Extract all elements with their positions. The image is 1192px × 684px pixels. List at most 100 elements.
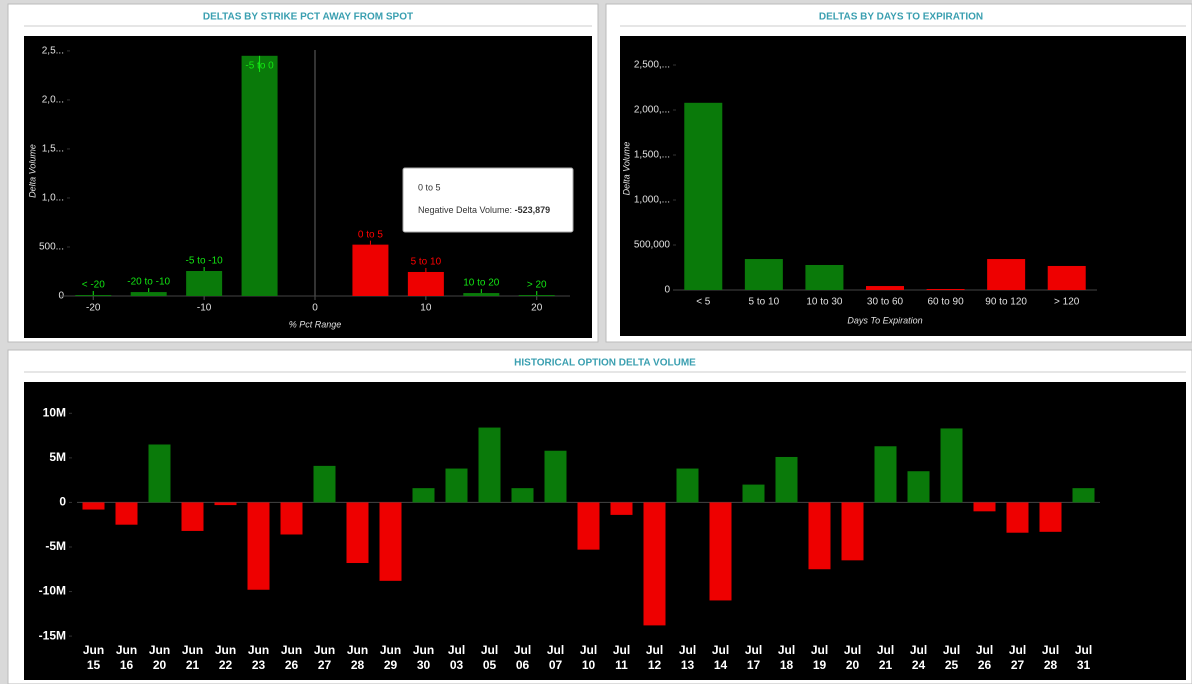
x-tick-label-line: 17 — [747, 658, 761, 672]
x-tick-label-line: 31 — [1077, 658, 1091, 672]
x-tick-label-line: 26 — [285, 658, 299, 672]
x-tick-label: Jun 20 — [149, 643, 170, 672]
data-label: < -20 — [82, 280, 106, 291]
x-tick-label: > 120 — [1054, 297, 1080, 308]
x-tick-label-line: 16 — [120, 658, 134, 672]
bar — [518, 295, 555, 296]
chart-title: HISTORICAL OPTION DELTA VOLUME — [514, 358, 696, 369]
x-tick-label-line: 03 — [450, 658, 464, 672]
x-tick-label-line: Jun — [248, 643, 269, 657]
bar — [412, 488, 435, 503]
charts: 0 500... 1,0... 1,5... 2,0... 2,5... -20 -10 0 10… — [27, 46, 1100, 672]
x-tick-label: Jul 31 — [1075, 643, 1092, 672]
x-axis-label: Days To Expiration — [847, 315, 922, 325]
y-tick-label: 10M — [43, 405, 66, 419]
x-tick-label-line: Jul — [943, 643, 960, 657]
x-tick-label-line: Jun — [116, 643, 137, 657]
x-tick-label-line: Jul — [448, 643, 465, 657]
y-tick-label: 2,500,... — [634, 60, 670, 71]
y-tick-label: -15M — [39, 628, 66, 642]
x-tick-label: Jul 11 — [613, 643, 630, 672]
bar — [808, 502, 831, 570]
x-tick-label-line: 26 — [978, 658, 992, 672]
bar — [676, 468, 699, 503]
x-tick-label: 30 to 60 — [867, 297, 904, 308]
y-tick-label: 500... — [39, 242, 64, 253]
data-label: -5 to -10 — [186, 256, 224, 267]
bar — [1039, 502, 1062, 532]
y-tick-label: -5M — [45, 539, 66, 553]
bar — [1047, 265, 1086, 290]
chart-title: DELTAS BY STRIKE PCT AWAY FROM SPOT — [203, 12, 413, 23]
x-tick-label-line: 07 — [549, 658, 563, 672]
y-axis-label: Delta Volume — [621, 142, 631, 196]
y-tick-label: 0 — [664, 285, 670, 296]
bar — [130, 292, 167, 296]
x-tick-label: Jul 12 — [646, 643, 663, 672]
x-tick-label-line: 14 — [714, 658, 728, 672]
x-tick-label-line: Jun — [347, 643, 368, 657]
y-tick-label: -10M — [39, 584, 66, 598]
x-tick-label: Jun 27 — [314, 643, 335, 672]
bar — [643, 502, 666, 626]
data-label: > 20 — [527, 280, 547, 291]
x-tick-label: Jul 18 — [778, 643, 795, 672]
y-tick-label: 1,000,... — [634, 195, 670, 206]
x-tick-label: -10 — [197, 303, 212, 314]
x-tick-label-line: Jul — [646, 643, 663, 657]
x-tick-label-line: 19 — [813, 658, 827, 672]
bar — [775, 456, 798, 503]
x-tick-label: Jul 13 — [679, 643, 696, 672]
bar — [742, 484, 765, 503]
bar — [186, 271, 223, 296]
bar — [463, 293, 500, 296]
x-tick-label: Jul 07 — [547, 643, 564, 672]
x-tick-label: Jul 24 — [910, 643, 927, 672]
x-tick-label-line: Jul — [910, 643, 927, 657]
x-tick-label: Jun 26 — [281, 643, 302, 672]
bar — [907, 471, 930, 503]
x-tick-label: 20 — [531, 303, 543, 314]
x-tick-label-line: 21 — [186, 658, 200, 672]
x-tick-label-line: Jul — [481, 643, 498, 657]
bar — [841, 502, 864, 561]
bar — [940, 428, 963, 503]
tooltip-label: Negative Delta Volume: -523,879 — [418, 205, 550, 215]
x-tick-label-line: Jun — [413, 643, 434, 657]
x-tick-label-line: Jul — [811, 643, 828, 657]
x-tick-label-line: 06 — [516, 658, 530, 672]
x-tick-label-line: 28 — [351, 658, 365, 672]
x-tick-label: 90 to 120 — [985, 297, 1027, 308]
x-tick-label-line: Jul — [712, 643, 729, 657]
x-tick-label: < 5 — [696, 297, 711, 308]
bar — [1072, 488, 1095, 503]
bar — [987, 259, 1026, 290]
data-label: 5 to 10 — [411, 257, 442, 268]
x-tick-label: Jun 21 — [182, 643, 203, 672]
x-tick-label: Jun 30 — [413, 643, 434, 672]
x-tick-label-line: 30 — [417, 658, 431, 672]
x-tick-label: Jul 27 — [1009, 643, 1026, 672]
x-tick-label-line: 10 — [582, 658, 596, 672]
x-tick-label: -20 — [86, 303, 101, 314]
y-tick-label: 0 — [59, 495, 66, 509]
x-tick-label-line: 12 — [648, 658, 662, 672]
x-tick-label-line: Jul — [679, 643, 696, 657]
tooltip-value: -523,879 — [515, 205, 551, 215]
y-tick-label: 2,000,... — [634, 105, 670, 116]
data-label: 10 to 20 — [463, 278, 500, 289]
tooltip-label-text: Negative Delta Volume: — [418, 205, 512, 215]
x-tick-label: Jul 06 — [514, 643, 531, 672]
y-axis-label: Delta Volume — [27, 144, 37, 198]
x-tick-label-line: Jun — [380, 643, 401, 657]
x-tick-label-line: Jun — [215, 643, 236, 657]
bar — [214, 502, 237, 506]
x-tick-label-line: Jul — [745, 643, 762, 657]
data-label: -20 to -10 — [127, 277, 170, 288]
x-tick-label-line: 13 — [681, 658, 695, 672]
bar — [241, 55, 278, 296]
bar — [148, 444, 171, 503]
x-tick-label: 10 — [420, 303, 432, 314]
x-tick-label-line: Jul — [778, 643, 795, 657]
